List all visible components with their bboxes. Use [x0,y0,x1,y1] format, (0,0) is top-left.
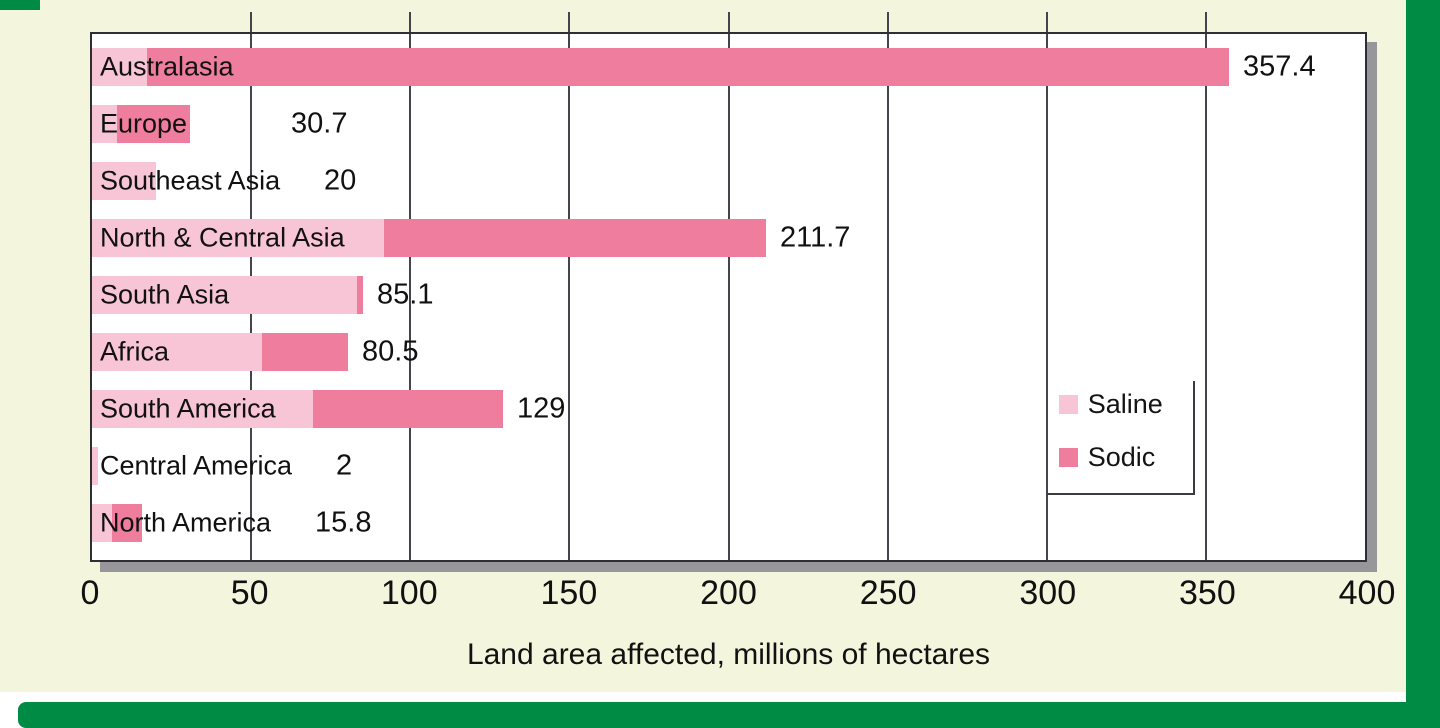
value-label: 85.1 [377,278,434,311]
bar-segment-saline [92,47,148,86]
tick-stub-100 [409,12,412,32]
saline-swatch [1058,395,1078,415]
tick-stub-300 [1045,12,1048,32]
tick-stub-350 [1204,12,1207,32]
stacked-bar [92,218,766,257]
bar-segment-sodic [262,333,349,372]
category-label: North America [100,507,272,538]
bar-segment-sodic [111,504,143,543]
tick-stub-50 [250,12,253,32]
legend-item-saline: Saline [1058,389,1163,420]
bar-segment-saline [92,333,263,372]
bar-segment-sodic [357,275,363,314]
category-label: South Asia [100,279,230,310]
x-tick-50: 50 [230,574,269,612]
bar-row-australasia: Australasia 357.4 [92,38,1365,95]
x-tick-0: 0 [80,574,100,612]
value-label: 15.8 [315,506,372,539]
x-tick-300: 300 [1019,574,1077,612]
bar-segment-saline [92,275,358,314]
top-left-green-border [0,0,40,10]
bar-segment-sodic [147,47,1230,86]
legend-label-sodic: Sodic [1087,442,1156,473]
x-axis: 0 50 100 150 200 250 300 350 400 [81,574,1396,620]
bar-segment-sodic [116,104,190,143]
stacked-bar [92,104,190,143]
salt-affected-land-chart: Australasia 357.4 Europe 30.7 Southeast Asia… [81,12,1396,672]
bar-row-central-america: Central America 2 [92,438,1365,495]
category-label: Southeast Asia [100,165,281,196]
bar-segment-saline [92,104,117,143]
value-label: 129 [517,392,566,425]
bar-segment-sodic [383,218,766,257]
x-tick-200: 200 [700,574,757,612]
stacked-bar [92,161,156,200]
x-tick-350: 350 [1179,574,1236,612]
legend: Saline Sodic [1046,381,1195,496]
category-label: North & Central Asia [100,222,345,253]
gridline-150 [568,34,571,560]
tick-stub-150 [568,12,571,32]
plot-area: Australasia 357.4 Europe 30.7 Southeast Asia… [90,12,1367,562]
gridline-250 [886,34,889,560]
bar-row-europe: Europe 30.7 [92,95,1365,152]
category-label: Central America [100,450,293,481]
bar-row-south-asia: South Asia 85.1 [92,266,1365,323]
bottom-green-border [18,702,1440,728]
bar-row-south-america: South America 129 [92,381,1365,438]
gridline-200 [727,34,730,560]
gridline-300 [1045,34,1048,560]
right-green-border [1406,0,1440,728]
bar-segment-saline [92,447,99,486]
value-label: 357.4 [1243,50,1316,83]
category-label: Europe [100,108,188,139]
value-label: 80.5 [362,335,419,368]
tick-stub-200 [727,12,730,32]
stacked-bar [92,275,363,314]
x-tick-400: 400 [1338,574,1396,612]
stacked-bar [92,333,349,372]
value-label: 2 [336,449,353,482]
bar-segment-saline [92,504,112,543]
bar-row-north-central-asia: North & Central Asia 211.7 [92,209,1365,266]
x-tick-150: 150 [540,574,598,612]
category-label: Africa [100,336,170,367]
stacked-bar [92,447,99,486]
value-label: 211.7 [780,221,851,254]
x-tick-250: 250 [859,574,917,612]
gridline-350 [1204,34,1207,560]
value-label: 20 [324,164,357,197]
bar-rows: Australasia 357.4 Europe 30.7 Southeast Asia… [92,38,1365,552]
bar-row-africa: Africa 80.5 [92,324,1365,381]
bar-segment-saline [92,218,384,257]
x-axis-title: Land area affected, millions of hectares [466,638,991,671]
category-label: Australasia [100,51,234,82]
legend-label-saline: Saline [1087,389,1163,420]
sodic-swatch [1058,448,1078,468]
stacked-bar [92,504,143,543]
bar-row-north-america: North America 15.8 [92,495,1365,552]
value-label: 30.7 [291,107,348,140]
category-label: South America [100,393,276,424]
stacked-bar [92,47,1230,86]
bar-row-southeast-asia: Southeast Asia 20 [92,152,1365,209]
tick-stub-250 [886,12,889,32]
stacked-bar [92,390,503,429]
bar-segment-saline [92,390,313,429]
x-tick-100: 100 [380,574,438,612]
legend-item-sodic: Sodic [1058,442,1163,473]
bar-segment-saline [92,161,156,200]
bar-segment-sodic [312,390,503,429]
gridline-100 [409,34,412,560]
